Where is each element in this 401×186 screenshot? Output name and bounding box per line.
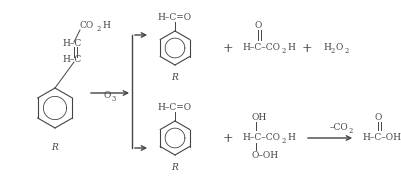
Text: CO: CO [80,22,94,31]
Text: O: O [374,113,382,123]
Text: R: R [172,73,178,83]
Text: 2: 2 [344,47,348,55]
Text: +: + [223,41,233,54]
Text: H: H [287,134,295,142]
Text: R: R [52,144,59,153]
Text: +: + [223,132,233,145]
Text: O: O [254,22,262,31]
Text: R: R [172,163,178,172]
Text: O–OH: O–OH [252,150,279,160]
Text: O: O [103,91,110,100]
Text: H–C: H–C [62,54,81,63]
Text: H: H [102,22,110,31]
Text: –CO: –CO [330,124,349,132]
Text: H–C–OH: H–C–OH [362,134,401,142]
Text: H–C=O: H–C=O [158,103,192,113]
Text: H: H [287,44,295,52]
Text: 2: 2 [281,137,285,145]
Text: 2: 2 [348,127,352,135]
Text: 3: 3 [111,95,115,103]
Text: H–C: H–C [62,39,81,49]
Text: 2: 2 [281,47,285,55]
Text: +: + [302,41,312,54]
Text: 2: 2 [330,47,334,55]
Text: H–C–CO: H–C–CO [242,44,280,52]
Text: H: H [323,44,331,52]
Text: H–C–CO: H–C–CO [242,134,280,142]
Text: H–C=O: H–C=O [158,14,192,23]
Text: 2: 2 [96,25,100,33]
Text: OH: OH [252,113,267,123]
Text: O: O [336,44,343,52]
